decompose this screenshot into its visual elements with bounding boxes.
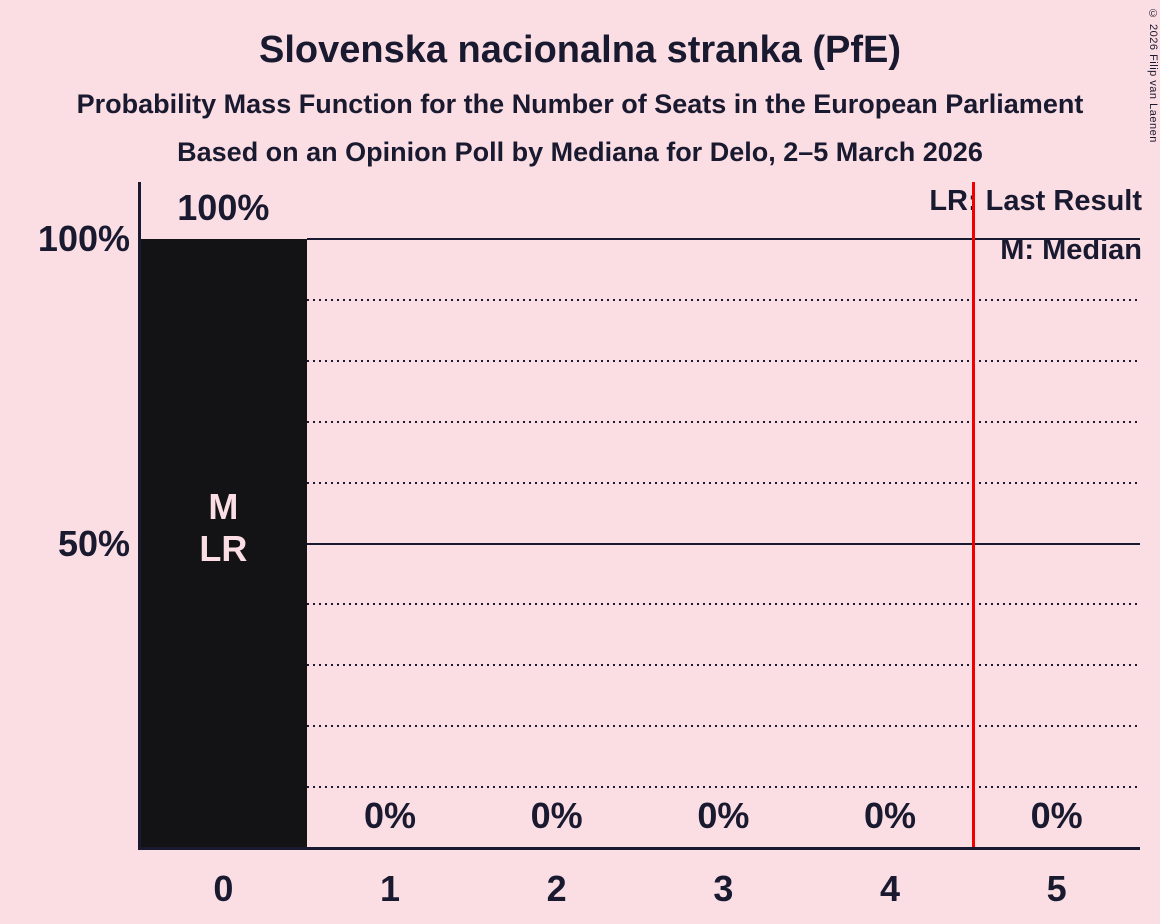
x-tick-label-0: 0 xyxy=(213,868,234,909)
gridline-dotted-80 xyxy=(306,359,1140,362)
copyright-notice: © 2026 Filip van Laenen xyxy=(1147,8,1159,143)
y-axis-line xyxy=(138,182,141,850)
gridline-solid-100 xyxy=(306,238,1140,240)
gridline-dotted-10 xyxy=(306,786,1140,789)
chart-subtitle: Probability Mass Function for the Number… xyxy=(76,89,1084,119)
bar-value-label-1: 0% xyxy=(363,795,416,836)
bar-value-label-0: 100% xyxy=(177,187,270,228)
gridline-dotted-30 xyxy=(306,664,1140,667)
legend-median: M: Median xyxy=(1000,234,1142,266)
bar-annotation-line: LR xyxy=(199,528,248,569)
x-tick-label-3: 3 xyxy=(713,868,734,909)
gridline-dotted-20 xyxy=(306,725,1140,728)
bar-value-label-5: 0% xyxy=(1030,795,1083,836)
gridline-dotted-60 xyxy=(306,481,1140,484)
legend-last-result: LR: Last Result xyxy=(929,185,1142,217)
x-tick-label-1: 1 xyxy=(379,868,400,909)
x-tick-label-4: 4 xyxy=(879,868,900,909)
red-marker-line xyxy=(971,182,975,848)
bar-annotation-0: M LR xyxy=(140,486,307,570)
bar-annotation-line: M xyxy=(208,486,239,527)
bar-value-label-4: 0% xyxy=(863,795,916,836)
gridline-solid-50 xyxy=(306,542,1140,545)
chart-poll-source: Based on an Opinion Poll by Mediana for … xyxy=(177,137,983,167)
bar-value-label-2: 0% xyxy=(530,795,583,836)
bar-seats-0 xyxy=(140,239,307,848)
y-tick-label-50: 50% xyxy=(57,522,130,564)
x-axis-line xyxy=(138,847,1140,850)
x-tick-label-5: 5 xyxy=(1046,868,1067,909)
gridline-dotted-40 xyxy=(306,603,1140,606)
gridline-dotted-90 xyxy=(306,298,1140,301)
bar-value-label-3: 0% xyxy=(697,795,750,836)
y-tick-label-100: 100% xyxy=(37,218,130,259)
x-tick-label-2: 2 xyxy=(546,868,567,909)
gridline-dotted-70 xyxy=(306,420,1140,423)
chart-title: Slovenska nacionalna stranka (PfE) xyxy=(258,29,901,71)
